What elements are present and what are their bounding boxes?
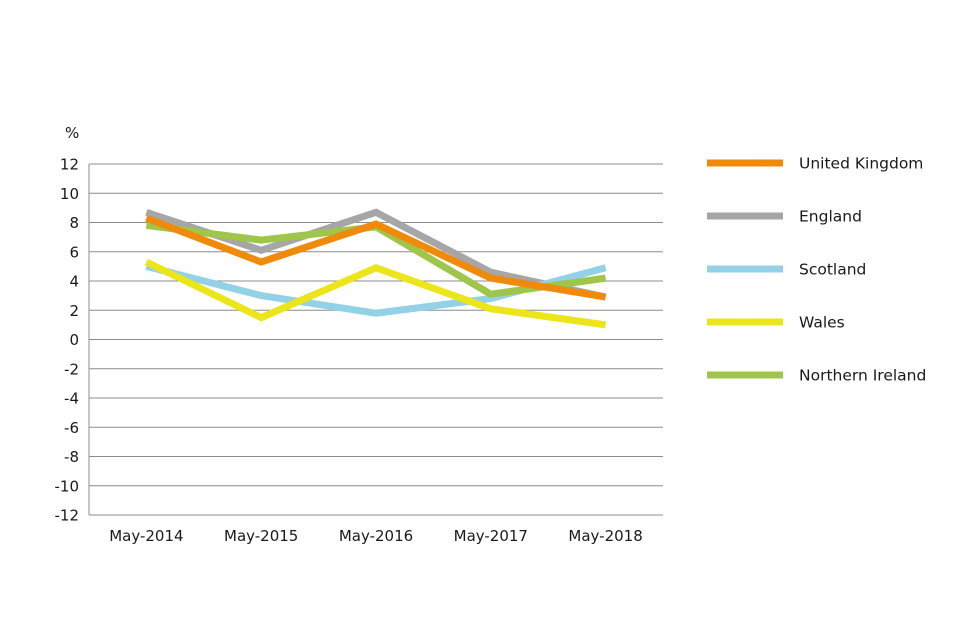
x-tick-label: May-2015: [224, 527, 298, 545]
y-tick-label: 6: [69, 243, 79, 261]
legend-label: United Kingdom: [799, 155, 923, 173]
legend-label: Wales: [799, 314, 845, 332]
x-tick-label: May-2016: [339, 527, 413, 545]
y-axis-unit: %: [65, 124, 79, 142]
legend-label: England: [799, 208, 862, 226]
series-line-wales: [144, 258, 607, 329]
y-tick-label: 8: [69, 214, 79, 232]
x-tick-label: May-2018: [568, 527, 642, 545]
y-tick-label: 2: [69, 302, 79, 320]
x-tick-label: May-2014: [109, 527, 183, 545]
series-lines: [144, 208, 607, 329]
y-tick-label: -4: [64, 390, 79, 408]
y-tick-label: 10: [60, 185, 79, 203]
y-tick-label: -10: [55, 477, 80, 495]
gridlines: [88, 163, 663, 516]
y-tick-label: 0: [69, 331, 79, 349]
y-tick-label: -12: [55, 507, 80, 525]
series-line-united-kingdom: [145, 214, 607, 301]
y-tick-label: -6: [64, 419, 79, 437]
y-axis-ticks: 12 10 8 6 4 2 0 -2 -4 -6 -8 -10 -12: [55, 156, 80, 525]
y-tick-label: 4: [69, 273, 79, 291]
legend-label: Northern Ireland: [799, 367, 926, 385]
x-tick-label: May-2017: [454, 527, 528, 545]
legend: United Kingdom England Scotland Wales Northe…: [707, 155, 926, 385]
y-tick-label: 12: [60, 156, 79, 174]
legend-label: Scotland: [799, 261, 866, 279]
y-tick-label: -2: [64, 360, 79, 378]
y-tick-label: -8: [64, 448, 79, 466]
x-axis-ticks: May-2014 May-2015 May-2016 May-2017 May-2018: [109, 527, 643, 545]
